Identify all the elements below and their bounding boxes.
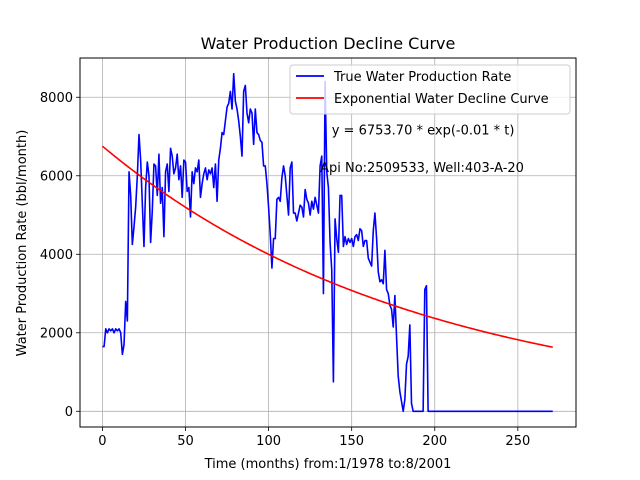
x-tick-label: 150 — [339, 434, 364, 449]
well-annotation: Api No:2509533, Well:403-A-20 — [320, 161, 524, 176]
legend: True Water Production Rate Exponential W… — [289, 64, 571, 115]
x-tick-label: 200 — [422, 434, 447, 449]
x-tick-label: 0 — [98, 434, 106, 449]
y-axis: 0 2000 4000 6000 8000 — [40, 91, 80, 420]
legend-box — [289, 64, 571, 115]
legend-label-decline-curve: Exponential Water Decline Curve — [334, 92, 549, 107]
equation-annotation: y = 6753.70 * exp(-0.01 * t) — [332, 124, 515, 139]
axes-frame — [79, 57, 577, 428]
series-line-true-water-production-rate — [102, 72, 553, 413]
x-axis-label: Time (months) from:1/1978 to:8/2001 — [204, 457, 452, 472]
series-line-exponential-water-decline-curve — [101, 145, 553, 349]
x-tick-label: 250 — [505, 434, 530, 449]
plot-area — [101, 72, 553, 413]
y-tick-label: 4000 — [40, 248, 73, 263]
chart-title: Water Production Decline Curve — [201, 34, 456, 53]
y-tick-label: 2000 — [40, 326, 73, 341]
x-tick-label: 50 — [177, 434, 194, 449]
y-tick-label: 6000 — [40, 169, 73, 184]
legend-label-true-rate: True Water Production Rate — [333, 70, 511, 85]
x-axis: 0 50 100 150 200 250 — [98, 427, 530, 449]
y-tick-label: 8000 — [40, 91, 73, 106]
x-tick-label: 100 — [256, 434, 281, 449]
y-tick-label: 0 — [65, 405, 73, 420]
y-axis-label: Water Production Rate (bbl/month) — [15, 130, 30, 357]
